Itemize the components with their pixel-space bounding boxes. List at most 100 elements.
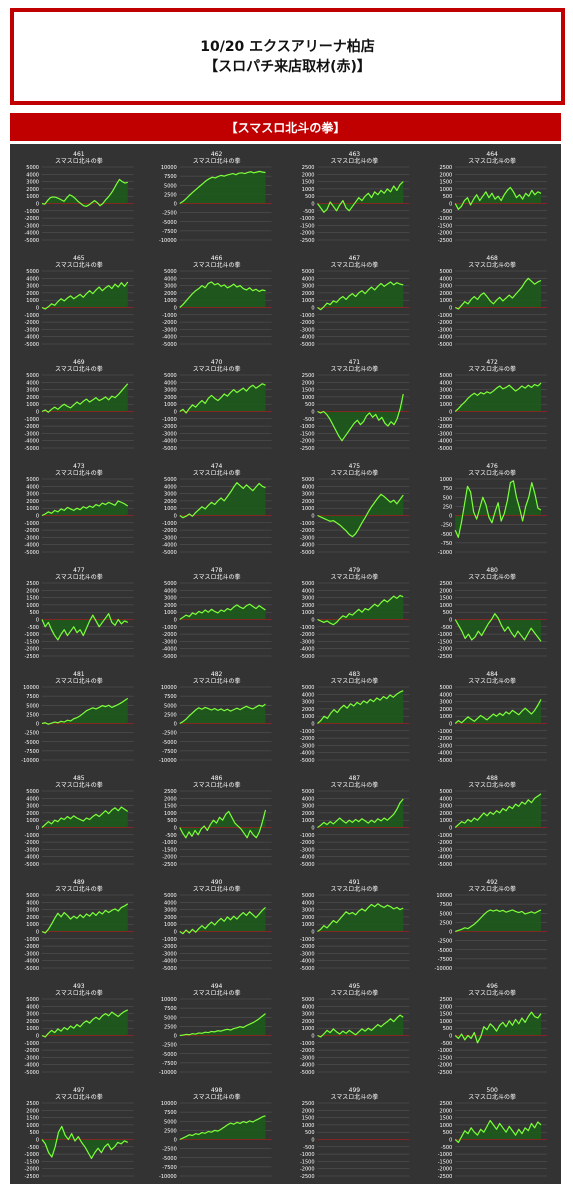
y-tick-label: 1500 [302, 180, 315, 186]
y-tick-label: 5000 [26, 165, 39, 171]
y-tick-label: -2500 [24, 654, 39, 660]
y-tick-label: 7500 [26, 694, 39, 700]
chart-title: 487 [349, 775, 361, 782]
y-tick-label: -2000 [300, 944, 315, 950]
y-tick-label: 2000 [440, 172, 453, 178]
y-tick-label: -4000 [24, 231, 39, 237]
chart-subtitle: スマスロ北斗の拳 [468, 885, 516, 893]
y-tick-label: 1000 [164, 402, 177, 408]
y-tick-label: 0 [174, 202, 177, 208]
y-tick-label: -5000 [300, 758, 315, 764]
y-tick-label: -2000 [300, 439, 315, 445]
y-tick-label: -5000 [438, 948, 453, 954]
y-tick-label: -5000 [24, 446, 39, 452]
chart-499: 499スマスロ北斗の拳-2500-2000-1500-1000-50005001… [300, 1087, 410, 1180]
y-tick-label: 0 [311, 826, 314, 832]
y-tick-label: -1000 [24, 417, 39, 423]
y-tick-label: 2500 [164, 192, 177, 198]
y-tick-label: 3000 [26, 284, 39, 290]
series-area [317, 799, 404, 828]
series-line [41, 1009, 129, 1038]
y-tick-label: -5000 [24, 238, 39, 244]
chart-title: 490 [211, 879, 223, 886]
y-tick-label: -3000 [162, 951, 177, 957]
series-line [317, 594, 404, 626]
y-tick-label: -1000 [162, 521, 177, 527]
y-tick-label: 2000 [164, 915, 177, 921]
y-tick-label: -1500 [162, 847, 177, 853]
y-tick-label: 2000 [302, 1108, 315, 1114]
y-tick-label: -1000 [300, 424, 315, 430]
y-tick-label: 500 [443, 194, 453, 200]
y-tick-label: -3000 [24, 431, 39, 437]
y-tick-label: 1000 [164, 610, 177, 616]
series-line [179, 170, 266, 205]
y-tick-label: 1000 [302, 1123, 315, 1129]
y-tick-label: -1000 [162, 840, 177, 846]
y-tick-label: -4000 [438, 439, 453, 445]
y-tick-label: -10000 [159, 1174, 177, 1180]
chart-title: 499 [349, 1087, 361, 1094]
y-tick-label: -500 [165, 833, 176, 839]
y-tick-label: -2500 [162, 1147, 177, 1153]
y-tick-label: 500 [29, 1130, 39, 1136]
y-tick-label: -2000 [162, 632, 177, 638]
y-tick-label: 0 [449, 514, 452, 520]
y-tick-label: 0 [174, 618, 177, 624]
y-tick-label: -3000 [24, 951, 39, 957]
series-line [454, 382, 542, 412]
y-tick-label: -5000 [162, 1052, 177, 1058]
y-tick-label: 0 [174, 306, 177, 312]
series-line [454, 1011, 542, 1044]
y-tick-label: 0 [311, 930, 314, 936]
y-tick-label: -5000 [24, 1070, 39, 1076]
y-tick-label: 2500 [164, 1024, 177, 1030]
series-area [455, 1120, 541, 1143]
y-tick-label: -1000 [300, 1041, 315, 1047]
series-area [455, 699, 541, 724]
y-tick-label: -1000 [162, 625, 177, 631]
y-tick-label: -1000 [438, 550, 453, 556]
y-tick-label: 2000 [26, 915, 39, 921]
y-tick-label: 4000 [440, 276, 453, 282]
y-tick-label: 1500 [302, 1116, 315, 1122]
series-line [41, 178, 128, 208]
chart-subtitle: スマスロ北斗の拳 [55, 885, 103, 893]
y-tick-label: -3000 [300, 327, 315, 333]
y-tick-label: 0 [36, 618, 39, 624]
y-tick-label: 0 [36, 1138, 39, 1144]
y-tick-label: -1000 [438, 729, 453, 735]
y-tick-label: 4000 [26, 172, 39, 178]
chart-subtitle: スマスロ北斗の拳 [330, 573, 378, 581]
y-tick-label: 1000 [302, 1026, 315, 1032]
series-line [41, 383, 129, 413]
chart-title: 500 [486, 1087, 498, 1094]
y-tick-label: -5000 [300, 966, 315, 972]
y-tick-label: 500 [443, 1130, 453, 1136]
y-tick-label: -2500 [300, 446, 315, 452]
y-tick-label: 0 [174, 1034, 177, 1040]
y-tick-label: 4000 [302, 900, 315, 906]
y-tick-label: -4000 [24, 959, 39, 965]
chart-title: 493 [73, 983, 85, 990]
y-tick-label: 0 [449, 826, 452, 832]
chart-500: 500スマスロ北斗の拳-2500-2000-1500-1000-50005001… [438, 1087, 547, 1180]
y-tick-label: -10000 [159, 758, 177, 764]
chart-title: 485 [73, 775, 85, 782]
y-tick-label: 0 [311, 410, 314, 416]
chart-subtitle: スマスロ北斗の拳 [468, 261, 516, 269]
y-tick-label: 0 [36, 930, 39, 936]
y-tick-label: 5000 [26, 703, 39, 709]
series-line [179, 906, 266, 935]
y-tick-label: -500 [441, 1041, 452, 1047]
y-tick-label: -1000 [24, 209, 39, 215]
series-line [454, 793, 542, 828]
chart-title: 472 [486, 359, 498, 366]
y-tick-label: -4000 [438, 855, 453, 861]
